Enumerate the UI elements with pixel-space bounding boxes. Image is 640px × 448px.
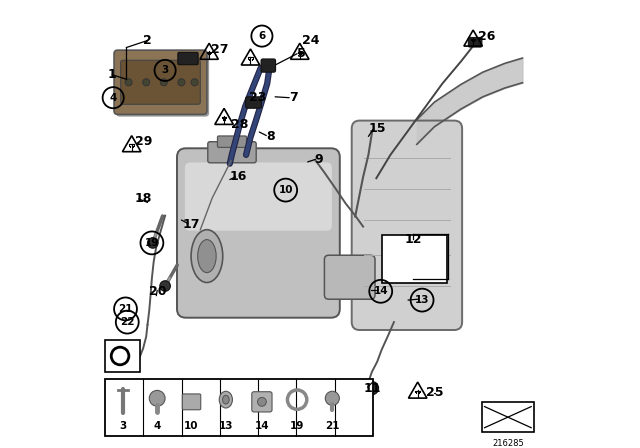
Circle shape: [191, 79, 198, 86]
Text: 19: 19: [145, 238, 159, 248]
FancyBboxPatch shape: [352, 121, 462, 330]
Ellipse shape: [191, 230, 223, 283]
FancyBboxPatch shape: [121, 60, 200, 104]
Circle shape: [149, 390, 165, 406]
Text: 21: 21: [118, 304, 132, 314]
FancyBboxPatch shape: [114, 50, 207, 114]
Bar: [381, 235, 447, 283]
FancyBboxPatch shape: [324, 255, 375, 299]
FancyBboxPatch shape: [178, 52, 198, 65]
FancyBboxPatch shape: [182, 394, 201, 410]
Text: 5: 5: [297, 47, 306, 60]
Text: 9: 9: [315, 153, 323, 166]
FancyBboxPatch shape: [468, 37, 482, 47]
Text: 24: 24: [301, 34, 319, 47]
Text: 23: 23: [249, 91, 266, 104]
FancyBboxPatch shape: [177, 148, 340, 318]
FancyBboxPatch shape: [218, 136, 246, 147]
Text: 14: 14: [255, 421, 269, 431]
Text: 22: 22: [120, 317, 134, 327]
Text: 7: 7: [289, 91, 298, 104]
Text: 10: 10: [278, 185, 293, 195]
Circle shape: [178, 79, 185, 86]
Text: 8: 8: [266, 130, 275, 143]
Circle shape: [325, 391, 339, 405]
FancyBboxPatch shape: [261, 59, 276, 72]
FancyBboxPatch shape: [246, 97, 262, 108]
Text: 29: 29: [135, 135, 153, 148]
Text: 18: 18: [134, 192, 152, 205]
Text: 6: 6: [259, 31, 266, 41]
Text: 10: 10: [184, 421, 199, 431]
FancyBboxPatch shape: [116, 52, 209, 116]
Circle shape: [125, 79, 132, 86]
Text: 4: 4: [154, 421, 161, 431]
Text: 15: 15: [369, 122, 386, 135]
Text: 4: 4: [109, 93, 117, 103]
FancyBboxPatch shape: [252, 392, 272, 412]
Text: 27: 27: [211, 43, 228, 56]
Text: 28: 28: [231, 117, 248, 130]
Circle shape: [147, 237, 158, 248]
Bar: [105, 340, 140, 372]
Bar: [105, 379, 373, 435]
Circle shape: [143, 79, 150, 86]
Text: 16: 16: [230, 170, 247, 183]
Text: 11: 11: [363, 382, 381, 395]
Text: 14: 14: [373, 286, 388, 296]
Circle shape: [160, 281, 170, 291]
Circle shape: [365, 382, 378, 395]
Bar: [482, 402, 534, 432]
Text: 19: 19: [290, 421, 304, 431]
Ellipse shape: [220, 391, 232, 408]
Text: 1: 1: [108, 68, 116, 81]
Ellipse shape: [223, 395, 229, 404]
Text: 26: 26: [477, 30, 495, 43]
Text: 17: 17: [183, 218, 200, 231]
Circle shape: [160, 79, 167, 86]
Text: 13: 13: [415, 295, 429, 305]
Text: 20: 20: [149, 285, 167, 298]
Text: 13: 13: [219, 421, 233, 431]
Text: 3: 3: [161, 65, 169, 75]
Text: 3: 3: [119, 421, 127, 431]
Circle shape: [257, 397, 266, 406]
Text: 12: 12: [404, 233, 422, 246]
Text: 21: 21: [325, 421, 340, 431]
Text: 216285: 216285: [492, 439, 524, 448]
Text: 2: 2: [143, 34, 152, 47]
Ellipse shape: [198, 240, 216, 272]
FancyBboxPatch shape: [185, 163, 332, 231]
FancyBboxPatch shape: [208, 142, 256, 163]
Text: 25: 25: [426, 386, 443, 399]
